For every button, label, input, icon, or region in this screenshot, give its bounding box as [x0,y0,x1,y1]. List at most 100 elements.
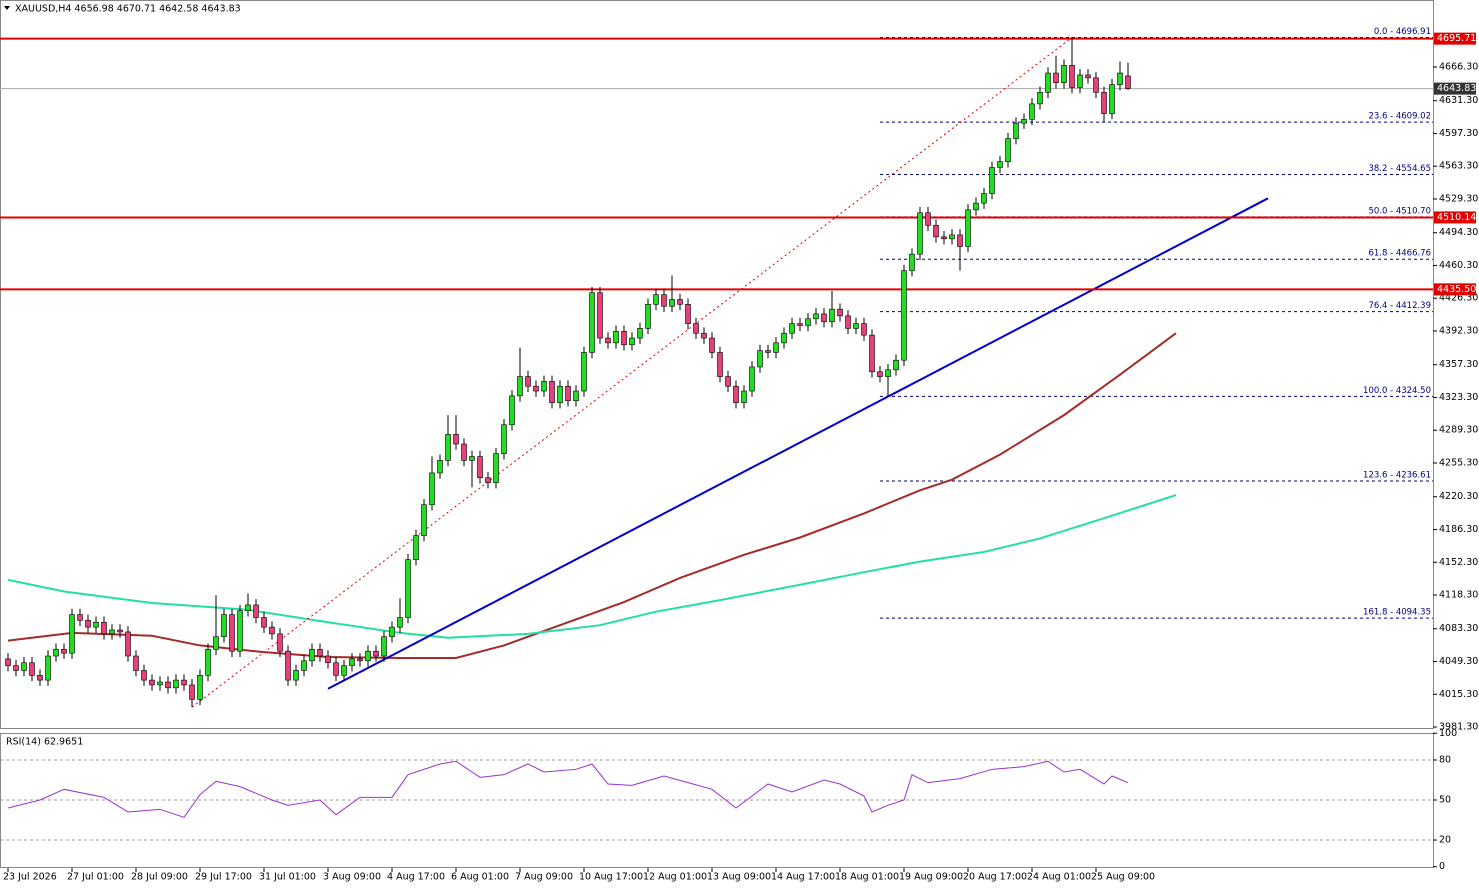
candle-body [165,681,171,689]
level-label: 4695.71 [1437,33,1476,44]
candle-body [581,352,587,392]
candle-body [613,330,619,344]
candle-body [85,620,91,628]
fib-label: 38.2 - 4554.65 [1368,164,1431,174]
candle-body [997,161,1003,168]
candle-body [877,371,883,377]
candle-body [1077,74,1083,88]
candle-body [565,385,571,401]
candle-body [245,604,251,612]
candle-body [685,304,691,324]
candle-body [741,390,747,403]
trendline [327,197,1269,690]
candle-body [237,610,243,652]
candle-body [285,650,291,681]
candle-body [589,292,595,353]
candle-body [973,202,979,211]
candle-body [197,674,203,700]
y-tick-label: 4015.30 [1439,689,1478,700]
candle-body [789,323,795,334]
candle-body [989,167,995,194]
x-tick-label: 23 Jul 2026 [3,872,57,883]
candle-body [437,460,443,474]
y-tick-label: 4289.30 [1439,425,1478,436]
candle-body [693,323,699,334]
candle-body [421,504,427,536]
candle-body [325,655,331,664]
candle-body [13,665,19,671]
candle-body [277,633,283,652]
x-tick-label: 6 Aug 01:00 [451,872,509,883]
price-box [1434,82,1476,95]
level-label: 4510.14 [1437,212,1476,223]
candle-body [69,614,75,654]
y-tick-label: 4357.30 [1439,359,1478,370]
candle-body [1005,138,1011,162]
candle-body [941,236,947,240]
candle-body [397,617,403,628]
y-tick-label: 4597.30 [1439,128,1478,139]
candle-body [101,621,107,635]
y-tick-label: 4049.30 [1439,656,1478,667]
candle-body [709,337,715,353]
y-tick-label: 4392.30 [1439,325,1478,336]
candle-body [477,456,483,479]
candle-body [821,313,827,322]
candle-body [333,662,339,676]
fib-label: 123.6 - 4236.61 [1363,471,1431,481]
price-panel [0,0,1434,729]
x-tick-label: 14 Aug 17:00 [771,872,835,883]
candle-body [5,658,11,666]
level-box [1434,32,1476,45]
candle-body [869,334,875,373]
candle-body [853,323,859,329]
x-tick-label: 28 Jul 09:00 [131,872,188,883]
candle-body [493,453,499,483]
candle-body [637,328,643,339]
candle-body [53,648,59,657]
y-tick-label: 4529.30 [1439,193,1478,204]
candle-body [893,359,899,371]
candle-body [1101,92,1107,114]
candle-body [189,684,195,700]
candle-body [901,270,907,361]
x-tick-label: 27 Jul 01:00 [67,872,124,883]
x-tick-label: 25 Aug 09:00 [1091,872,1155,883]
candle-body [37,674,43,681]
candle-body [77,614,83,621]
candle-body [829,308,835,322]
y-tick-label: 4083.30 [1439,623,1478,634]
candle-body [885,369,891,377]
candle-body [349,658,355,666]
candle-body [757,350,763,368]
candle-body [621,330,627,346]
candle-body [717,352,723,377]
y-tick-label: 4563.30 [1439,161,1478,172]
candle-body [373,650,379,657]
candle-body [605,337,611,344]
candle-body [429,472,435,506]
y-tick-label: 4494.30 [1439,227,1478,238]
candle-body [517,376,523,397]
candle-body [45,655,51,681]
candle-body [181,679,187,686]
candle-body [1061,65,1067,83]
chart-title: XAUUSD,H4 4656.98 4670.71 4642.58 4643.8… [15,4,241,15]
candle-body [1085,74,1091,79]
candle-body [1037,92,1043,105]
candle-body [541,381,547,392]
candle-body [1053,72,1059,83]
y-tick-label: 4460.30 [1439,260,1478,271]
menu-icon[interactable] [4,6,10,10]
candle-body [341,665,347,676]
candle-body [861,323,867,336]
candle-body [405,559,411,618]
candle-body [1045,72,1051,93]
y-tick-label: 4118.30 [1439,590,1478,601]
candle-body [909,253,915,271]
x-tick-label: 4 Aug 17:00 [387,872,445,883]
x-tick-label: 18 Aug 01:00 [835,872,899,883]
fib-label: 61.8 - 4466.76 [1368,249,1431,259]
candle-body [805,318,811,326]
